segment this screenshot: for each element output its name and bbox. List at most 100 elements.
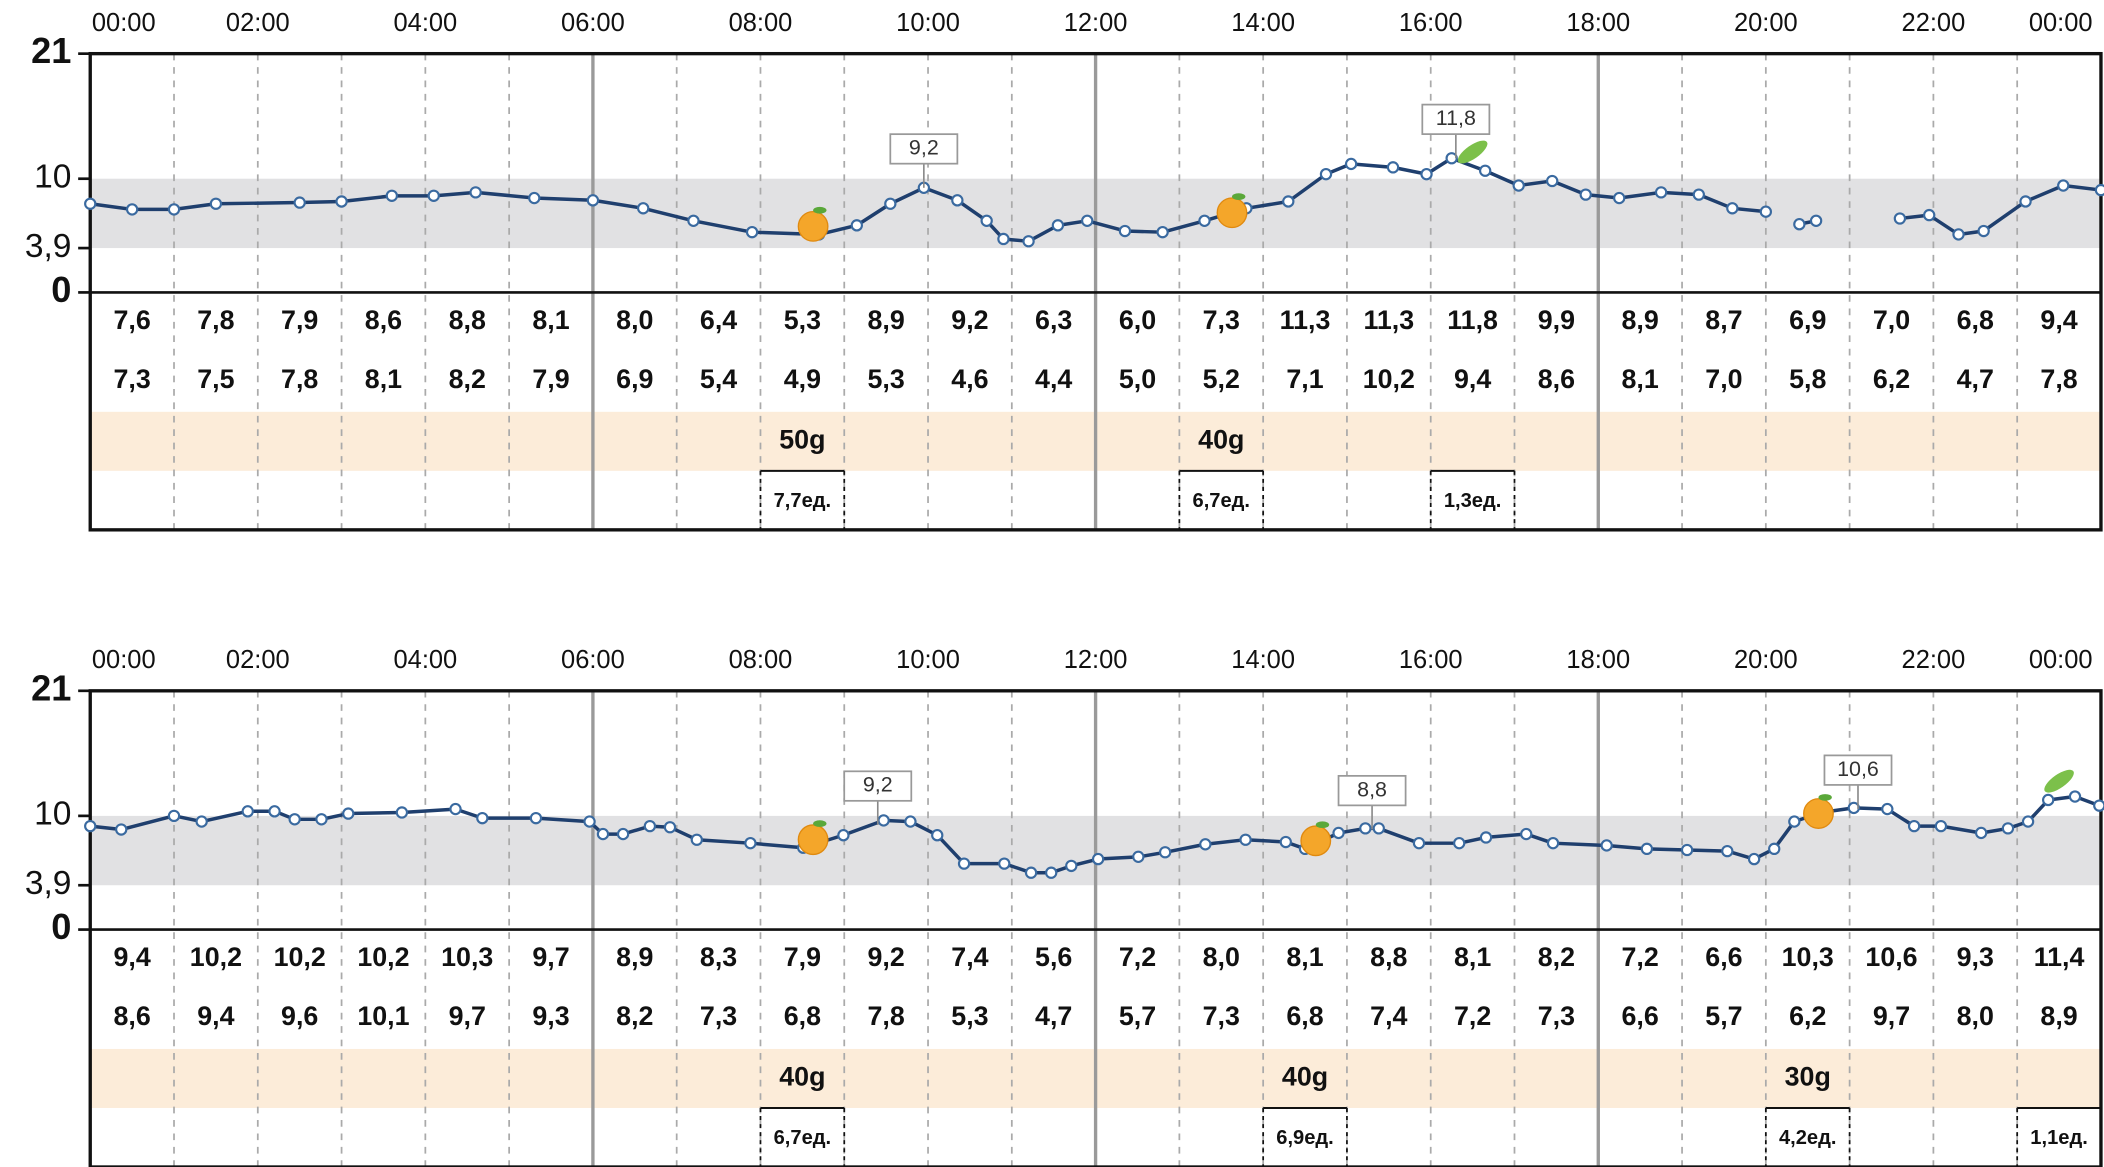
- table-cell: 9,7: [1873, 1001, 1910, 1031]
- table-cell: 5,3: [784, 305, 821, 335]
- table-cell: 8,6: [113, 1001, 150, 1031]
- insulin-icon: [2044, 769, 2074, 793]
- meal-icon-leaf: [1231, 193, 1246, 200]
- table-cell: 7,3: [700, 1001, 737, 1031]
- glucose-point: [1199, 838, 1212, 851]
- table-cell: 7,3: [1203, 305, 1240, 335]
- table-cell: 9,4: [197, 1001, 234, 1031]
- glucose-point: [1344, 157, 1358, 171]
- glucose-point: [1051, 219, 1065, 232]
- x-tick-label: 08:00: [729, 646, 793, 674]
- meal-icon-leaf: [1818, 794, 1832, 801]
- table-cell: 5,3: [951, 1001, 988, 1031]
- glucose-point: [528, 191, 541, 205]
- x-tick-label: 10:00: [896, 9, 960, 37]
- table-cell: 9,9: [1538, 305, 1575, 335]
- glucose-point: [427, 189, 440, 202]
- table-cell: 7,3: [1203, 1001, 1240, 1031]
- table-cell: 8,8: [1370, 942, 1407, 972]
- meal-icon: [1300, 825, 1332, 857]
- glucose-point: [1793, 218, 1806, 231]
- glucose-point: [1907, 819, 1921, 833]
- table-cell: 9,2: [951, 305, 988, 335]
- x-tick-label: 04:00: [393, 646, 457, 674]
- x-tick-label: 14:00: [1231, 646, 1295, 674]
- glucose-point: [1332, 826, 1345, 840]
- glucose-point: [1546, 174, 1559, 188]
- meal-icon-leaf: [813, 820, 827, 827]
- glucose-point: [1279, 835, 1292, 849]
- glucose-point: [1445, 152, 1458, 165]
- glucose-point: [115, 823, 128, 836]
- glucose-point: [1239, 833, 1252, 846]
- table-cell: 8,9: [2040, 1001, 2077, 1031]
- table-cell: 4,7: [1957, 364, 1994, 394]
- glucose-point: [2001, 822, 2015, 835]
- glucose-point: [1613, 191, 1626, 205]
- insulin-label: 6,7ед.: [1193, 490, 1251, 512]
- table-cell: 6,8: [1957, 305, 1994, 335]
- glucose-point: [744, 836, 757, 850]
- glucose-point: [663, 821, 677, 834]
- glucose-point: [125, 203, 139, 216]
- table-cell: 7,4: [951, 942, 988, 972]
- table-cell: 8,0: [1957, 1001, 1994, 1031]
- table-cell: 7,8: [2040, 364, 2077, 394]
- glucose-point: [288, 813, 301, 826]
- annotation-box: [889, 133, 959, 165]
- glucose-point: [1022, 235, 1035, 248]
- glucose-point: [980, 214, 993, 227]
- glucose-point: [1198, 214, 1211, 227]
- glucose-point: [1809, 214, 1823, 227]
- table-cell: 5,4: [700, 364, 737, 394]
- glucose-point: [1893, 212, 1907, 225]
- glucose-point: [529, 811, 543, 825]
- x-tick-label: 06:00: [561, 9, 625, 37]
- glucose-point: [2093, 799, 2104, 812]
- glucose-point: [1726, 202, 1739, 215]
- glucose-point: [1788, 815, 1801, 828]
- table-cell: 9,4: [113, 942, 150, 972]
- glucose-point: [335, 195, 348, 208]
- y-tick-label: 21: [31, 30, 71, 71]
- x-tick-label: 20:00: [1734, 9, 1798, 37]
- glucose-point: [1045, 866, 1058, 879]
- annotation-box: [1337, 774, 1407, 807]
- table-cell: 8,1: [1286, 942, 1323, 972]
- table-cell: 7,8: [281, 364, 318, 394]
- glucose-point: [1118, 224, 1132, 238]
- table-cell: 8,7: [1705, 305, 1742, 335]
- table-cell: 8,9: [616, 942, 653, 972]
- glucose-point: [1081, 214, 1094, 227]
- glucose-point: [643, 819, 657, 833]
- glucose-point: [1065, 859, 1078, 873]
- x-tick-label: 12:00: [1064, 646, 1128, 674]
- table-cell: 10,2: [1363, 364, 1415, 394]
- insulin-label: 1,1ед.: [2030, 1127, 2088, 1149]
- x-tick-label: 08:00: [729, 9, 793, 37]
- annotation-label: 10,6: [1837, 757, 1879, 781]
- table-cell: 10,6: [1865, 942, 1917, 972]
- meal-icon: [1216, 197, 1248, 229]
- glucose-point: [951, 194, 964, 207]
- glucose-point: [850, 219, 863, 232]
- glucose-point: [293, 196, 306, 209]
- glucose-point: [1156, 225, 1169, 239]
- table-cell: 10,2: [357, 942, 409, 972]
- glucose-point: [877, 814, 890, 827]
- table-cell: 7,9: [532, 364, 569, 394]
- glucose-point: [1977, 224, 1990, 238]
- glucose-point: [1319, 168, 1333, 181]
- table-cell: 10,3: [441, 942, 493, 972]
- carbs-label: 40g: [779, 1062, 825, 1092]
- glucose-point: [84, 819, 97, 833]
- glucose-point: [241, 805, 254, 818]
- table-cell: 5,8: [1789, 364, 1826, 394]
- annotation-label: 9,2: [863, 773, 893, 797]
- table-cell: 6,2: [1873, 364, 1910, 394]
- table-cell: 7,9: [281, 305, 318, 335]
- glucose-point: [1654, 186, 1668, 199]
- glucose-point: [2019, 195, 2032, 208]
- insulin-label: 1,3ед.: [1444, 490, 1502, 512]
